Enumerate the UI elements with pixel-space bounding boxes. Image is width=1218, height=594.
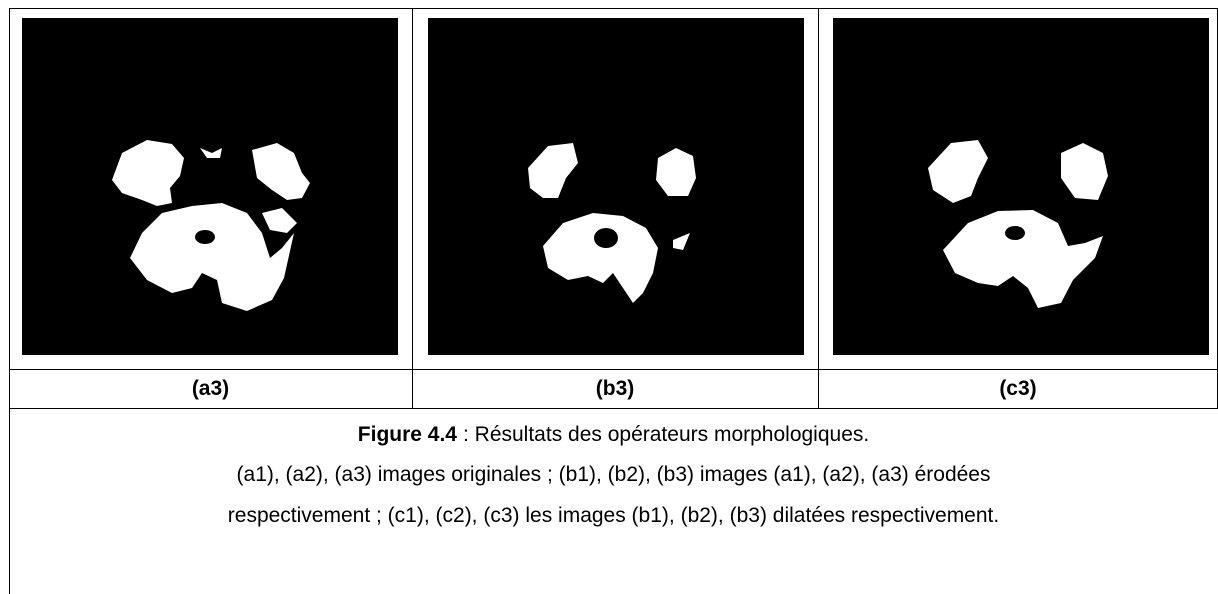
page: {"figure": { "cells": [{"label": "(a3)"}…: [0, 0, 1218, 594]
caption-line: respectivement ; (c1), (c2), (c3) les im…: [9, 504, 1218, 528]
cell-label: (c3): [818, 370, 1218, 408]
column-divider: [412, 8, 413, 408]
cell-label: (b3): [412, 370, 818, 408]
image-c3: [833, 18, 1209, 355]
image-a3: [22, 18, 398, 355]
caption-line: (a1), (a2), (a3) images originales ; (b1…: [9, 463, 1218, 487]
image-b3: [428, 18, 804, 355]
cell-label: (a3): [9, 370, 412, 408]
row-divider: [9, 408, 1218, 409]
column-divider: [818, 8, 819, 408]
caption-text: : Résultats des opérateurs morphologique…: [463, 423, 869, 446]
figure-label: Figure 4.4: [358, 423, 457, 446]
caption-title: Figure 4.4 : Résultats des opérateurs mor…: [9, 423, 1218, 447]
